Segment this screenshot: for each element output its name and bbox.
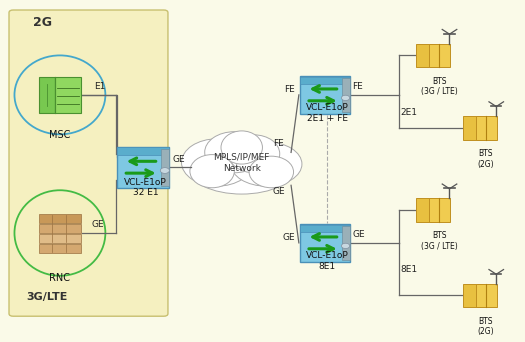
FancyBboxPatch shape — [300, 225, 350, 232]
Ellipse shape — [231, 142, 302, 186]
Text: VCL-E1oP
2E1 + FE: VCL-E1oP 2E1 + FE — [306, 103, 349, 122]
FancyBboxPatch shape — [476, 116, 497, 140]
Circle shape — [341, 95, 350, 101]
Text: FE: FE — [273, 139, 284, 148]
FancyBboxPatch shape — [342, 78, 350, 112]
FancyBboxPatch shape — [39, 244, 81, 253]
Text: GE: GE — [282, 233, 295, 241]
FancyBboxPatch shape — [300, 76, 350, 114]
Circle shape — [341, 243, 350, 249]
Text: BTS
(2G): BTS (2G) — [478, 317, 494, 336]
Text: RNC: RNC — [49, 273, 70, 283]
Text: GE: GE — [273, 186, 286, 196]
Text: VCL-E1oP
32 E1: VCL-E1oP 32 E1 — [124, 178, 167, 197]
Text: E1: E1 — [93, 82, 105, 91]
FancyBboxPatch shape — [117, 147, 169, 188]
FancyBboxPatch shape — [161, 149, 169, 186]
FancyBboxPatch shape — [416, 198, 438, 222]
FancyBboxPatch shape — [416, 43, 438, 67]
Text: GE: GE — [91, 220, 104, 229]
Text: 3G/LTE: 3G/LTE — [26, 292, 68, 302]
Ellipse shape — [221, 131, 262, 164]
Text: FE: FE — [352, 82, 363, 91]
FancyBboxPatch shape — [342, 226, 350, 260]
FancyBboxPatch shape — [39, 77, 55, 113]
FancyBboxPatch shape — [9, 10, 168, 316]
Text: BTS
(3G / LTE): BTS (3G / LTE) — [421, 231, 457, 251]
Ellipse shape — [182, 139, 253, 186]
FancyBboxPatch shape — [476, 284, 497, 307]
Text: BTS
(3G / LTE): BTS (3G / LTE) — [421, 77, 457, 96]
Ellipse shape — [187, 140, 296, 194]
FancyBboxPatch shape — [39, 214, 81, 223]
Text: VCL-E1oP
8E1: VCL-E1oP 8E1 — [306, 251, 349, 271]
Text: 8E1: 8E1 — [401, 265, 418, 275]
Text: MPLS/IP/MEF
Network: MPLS/IP/MEF Network — [214, 153, 270, 172]
Ellipse shape — [190, 155, 234, 188]
FancyBboxPatch shape — [429, 43, 450, 67]
FancyBboxPatch shape — [429, 198, 450, 222]
Text: FE: FE — [284, 84, 295, 94]
Text: 2G: 2G — [33, 16, 52, 29]
Ellipse shape — [249, 156, 293, 188]
Ellipse shape — [228, 135, 280, 173]
Text: GE: GE — [173, 155, 185, 164]
FancyBboxPatch shape — [117, 147, 169, 155]
FancyBboxPatch shape — [300, 224, 350, 262]
Text: BTS
(2G): BTS (2G) — [478, 149, 494, 169]
Text: MSC: MSC — [49, 130, 70, 140]
Ellipse shape — [205, 132, 264, 173]
FancyBboxPatch shape — [463, 116, 485, 140]
FancyBboxPatch shape — [39, 234, 81, 243]
FancyBboxPatch shape — [300, 77, 350, 83]
Circle shape — [160, 168, 170, 173]
FancyBboxPatch shape — [463, 284, 485, 307]
FancyBboxPatch shape — [39, 224, 81, 233]
Text: 2E1: 2E1 — [401, 108, 418, 117]
Text: GE: GE — [352, 230, 365, 239]
FancyBboxPatch shape — [55, 77, 81, 113]
